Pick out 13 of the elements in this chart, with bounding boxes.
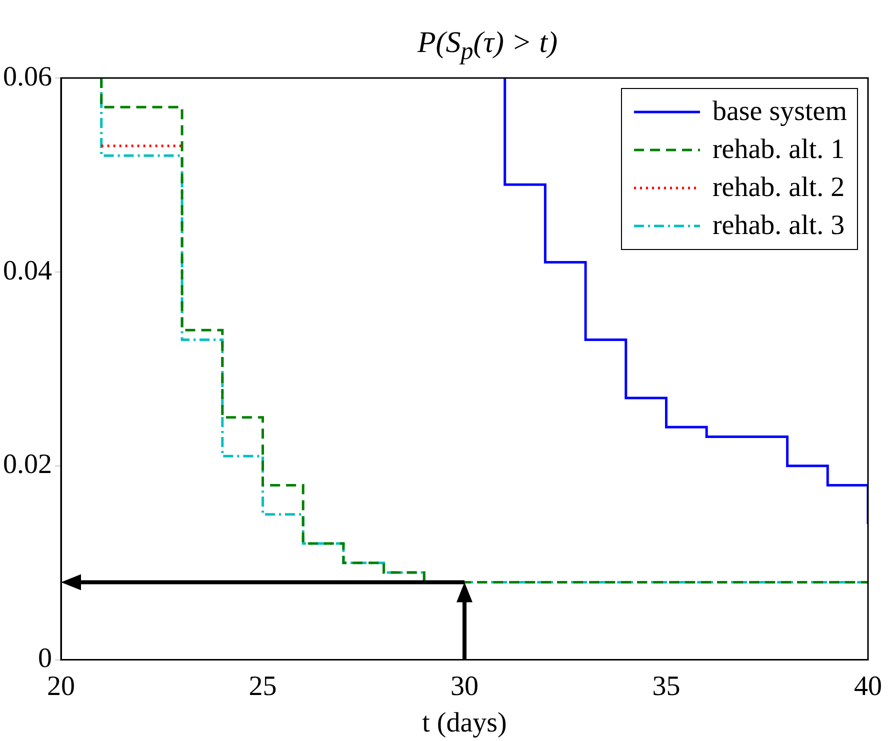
y-tick-label: 0.06 xyxy=(3,61,52,92)
x-tick-label: 35 xyxy=(652,670,680,702)
chart-title: P(S$_{p}$(τ) > t) xyxy=(416,26,559,66)
legend-label: rehab. alt. 1 xyxy=(712,134,845,166)
y-tick-label: 0.04 xyxy=(3,255,52,286)
legend-label: rehab. alt. 2 xyxy=(712,172,845,204)
x-axis-title: t (days) xyxy=(422,708,507,739)
x-tick-label: 30 xyxy=(450,670,478,702)
x-tick-label: 25 xyxy=(248,670,277,702)
legend-label: base system xyxy=(712,96,847,128)
legend-label: rehab. alt. 3 xyxy=(712,210,845,242)
y-tick-label: 0.02 xyxy=(3,449,52,480)
x-tick-label: 40 xyxy=(854,670,882,702)
